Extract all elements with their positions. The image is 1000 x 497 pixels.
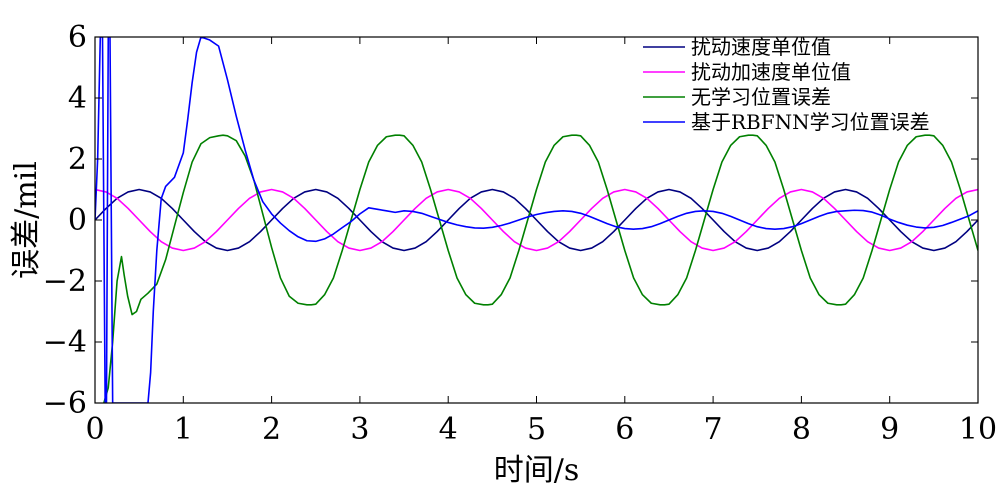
- x-tick-label: 5: [527, 412, 546, 447]
- series-layer: [95, 37, 978, 403]
- y-tick-label: −6: [43, 386, 87, 421]
- x-tick-label: 10: [959, 412, 997, 447]
- tick-layer: 0 1 2 3 4 5 6 7 8 9 10 −6 −4 −2 0 2 4 6: [43, 20, 997, 447]
- x-tick-label: 6: [615, 412, 634, 447]
- y-tick-label: 6: [68, 20, 87, 55]
- x-tick-label: 7: [704, 412, 723, 447]
- legend-label-3: 无学习位置误差: [691, 85, 831, 109]
- y-tick-label: −2: [43, 264, 87, 299]
- x-tick-label: 3: [350, 412, 369, 447]
- legend-label-4: 基于RBFNN学习位置误差: [691, 110, 930, 134]
- x-tick-label: 2: [262, 412, 281, 447]
- legend-label-2: 扰动加速度单位值: [691, 60, 851, 84]
- series-line-3: [103, 134, 978, 403]
- y-tick-label: 0: [68, 203, 87, 238]
- legend-label-1: 扰动速度单位值: [691, 35, 831, 59]
- x-axis-title: 时间/s: [494, 453, 580, 488]
- series-line-2: [95, 188, 978, 252]
- x-tick-label: 8: [792, 412, 811, 447]
- series-line-1: [95, 188, 978, 252]
- y-tick-label: 4: [68, 81, 87, 116]
- y-axis-title: 误差/mil: [9, 161, 44, 279]
- series-line-4: [95, 37, 978, 403]
- x-tick-label: 1: [174, 412, 193, 447]
- x-tick-label: 9: [880, 412, 899, 447]
- y-tick-label: 2: [68, 142, 87, 177]
- x-tick-label: 4: [439, 412, 458, 447]
- x-tick-label: 0: [85, 412, 104, 447]
- y-tick-label: −4: [43, 325, 87, 360]
